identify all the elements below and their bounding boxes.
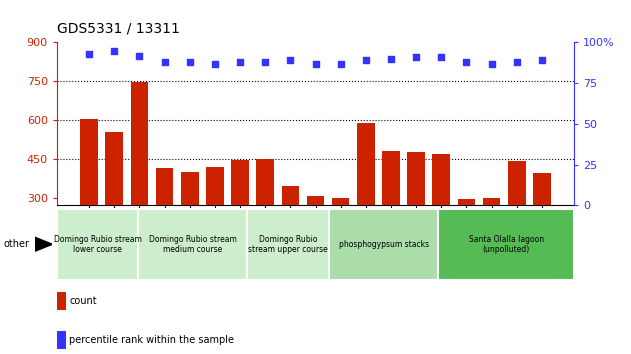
Text: Domingo Rubio
stream upper course: Domingo Rubio stream upper course <box>249 235 328 254</box>
Bar <box>105 132 123 275</box>
Point <box>84 51 94 57</box>
Polygon shape <box>35 237 52 251</box>
Point <box>285 58 295 63</box>
Bar <box>332 198 350 275</box>
Point <box>361 58 371 63</box>
Text: other: other <box>3 239 29 249</box>
Point <box>185 59 195 65</box>
Bar <box>408 152 425 275</box>
Point <box>436 54 446 60</box>
Point <box>310 61 321 67</box>
Point <box>411 54 421 60</box>
Bar <box>80 119 98 275</box>
Bar <box>533 173 551 275</box>
Point <box>386 56 396 62</box>
Bar <box>508 161 526 275</box>
Bar <box>457 199 475 275</box>
Text: percentile rank within the sample: percentile rank within the sample <box>69 335 234 345</box>
Point <box>235 59 245 65</box>
Bar <box>256 159 274 275</box>
Text: count: count <box>69 296 97 306</box>
Point <box>461 59 471 65</box>
Point <box>260 59 270 65</box>
Bar <box>432 154 450 275</box>
Bar <box>181 172 199 275</box>
Point <box>109 48 119 53</box>
Point <box>160 59 170 65</box>
Text: GDS5331 / 13311: GDS5331 / 13311 <box>57 21 180 35</box>
Bar <box>307 196 324 275</box>
Point <box>336 61 346 67</box>
Point <box>537 58 547 63</box>
Text: Domingo Rubio stream
medium course: Domingo Rubio stream medium course <box>149 235 237 254</box>
Point <box>512 59 522 65</box>
Bar <box>281 186 299 275</box>
Bar <box>206 166 223 275</box>
Bar <box>382 151 400 275</box>
Point <box>134 53 144 58</box>
Point <box>487 61 497 67</box>
Bar <box>231 160 249 275</box>
Bar <box>483 198 500 275</box>
Point <box>210 61 220 67</box>
Bar <box>131 82 148 275</box>
Bar <box>357 122 375 275</box>
Text: Domingo Rubio stream
lower course: Domingo Rubio stream lower course <box>54 235 141 254</box>
Text: Santa Olalla lagoon
(unpolluted): Santa Olalla lagoon (unpolluted) <box>469 235 544 254</box>
Text: phosphogypsum stacks: phosphogypsum stacks <box>338 240 428 249</box>
Bar <box>156 168 174 275</box>
